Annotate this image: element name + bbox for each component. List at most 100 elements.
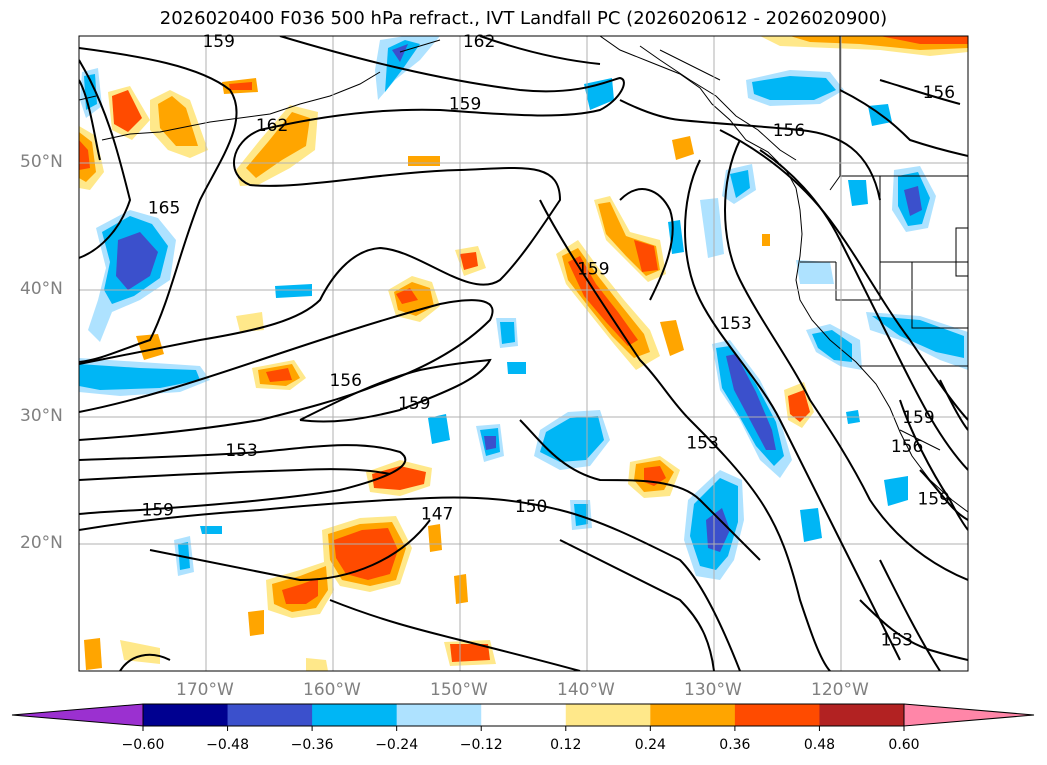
contour-label: 159 xyxy=(917,489,949,509)
colorbar-segment xyxy=(312,704,398,726)
anomaly-positive xyxy=(306,658,328,671)
anomaly-negative xyxy=(726,354,776,450)
contour-label: 162 xyxy=(256,116,288,136)
anomaly-negative xyxy=(507,362,526,374)
lat-label: 40°N xyxy=(20,279,63,299)
height-contours xyxy=(79,36,968,671)
colorbar-tick-label: −0.12 xyxy=(459,737,503,753)
colorbar xyxy=(11,703,1035,731)
lon-label: 140°W xyxy=(557,680,615,700)
colorbar-tick-label: 0.48 xyxy=(803,737,836,753)
contour-labels: 159 162 162 159 159 156 156 165 153 156 159 153 153 1… xyxy=(142,32,956,650)
anomaly-positive xyxy=(762,234,770,246)
anomaly-negative xyxy=(872,316,964,358)
anomaly-positive xyxy=(248,610,264,636)
contour-label: 153 xyxy=(686,433,718,453)
anomaly-negative xyxy=(812,330,852,362)
anomaly-negative xyxy=(752,76,836,100)
lon-label: 120°W xyxy=(811,680,869,700)
anomaly-positive xyxy=(428,524,442,552)
contour-label: 147 xyxy=(421,505,453,525)
lon-label: 150°W xyxy=(430,680,488,700)
anomaly-negative xyxy=(484,436,496,450)
contour-label: 150 xyxy=(515,497,547,517)
colorbar-outline xyxy=(142,703,905,727)
anomaly-positive xyxy=(880,36,968,44)
colorbar-tick-label: 0.60 xyxy=(888,737,920,753)
contour-label: 159 xyxy=(449,94,481,114)
anomaly-negative xyxy=(540,416,604,462)
colorbar-tick-label: −0.36 xyxy=(290,737,334,753)
anomaly-positive xyxy=(408,156,440,166)
anomaly-positive xyxy=(334,528,398,580)
contour-label: 153 xyxy=(225,441,257,461)
contour-label: 159 xyxy=(577,259,609,279)
colorbar-segment xyxy=(227,704,313,726)
anomaly-positive xyxy=(660,320,684,356)
contour-label: 165 xyxy=(148,198,180,218)
colorbar-tick-label: 0.24 xyxy=(634,737,666,753)
colorbar-segment xyxy=(565,704,651,726)
anomaly-positive xyxy=(236,312,264,332)
contour-label: 162 xyxy=(463,32,495,52)
lat-label: 50°N xyxy=(20,152,63,172)
map-frame xyxy=(78,35,969,672)
anomaly-positive xyxy=(84,638,102,670)
contour-label: 156 xyxy=(923,83,955,103)
colorbar-segment xyxy=(481,704,567,726)
contour-label: 156 xyxy=(891,437,923,457)
colorbar-tick-label: −0.60 xyxy=(121,737,165,753)
colorbar-segment xyxy=(734,704,820,726)
anomaly-positive xyxy=(120,640,160,664)
lon-label: 170°W xyxy=(176,680,234,700)
lat-label: 30°N xyxy=(20,406,63,426)
lat-label: 20°N xyxy=(20,533,63,553)
anomaly-positive xyxy=(672,136,694,160)
shaded-anomalies xyxy=(79,36,968,671)
anomaly-negative xyxy=(116,232,158,290)
contour-label: 159 xyxy=(902,408,934,428)
anomaly-negative xyxy=(884,476,908,506)
anomaly-positive xyxy=(246,112,310,178)
contour-label: 159 xyxy=(398,394,430,414)
colorbar-tick-label: 0.12 xyxy=(550,737,582,753)
anomaly-positive xyxy=(396,288,418,304)
anomaly-positive xyxy=(112,90,142,132)
colorbar-extend-high xyxy=(903,703,1035,727)
anomaly-negative xyxy=(392,44,408,62)
anomaly-positive xyxy=(229,82,252,90)
colorbar-segment xyxy=(396,704,482,726)
anomaly-positive xyxy=(372,466,426,490)
coastlines xyxy=(79,36,968,513)
contour-label: 153 xyxy=(719,314,751,334)
anomaly-negative xyxy=(275,284,312,298)
anomaly-negative xyxy=(796,260,834,284)
contour-label: 159 xyxy=(202,32,234,52)
lon-label: 160°W xyxy=(303,680,361,700)
anomaly-negative xyxy=(730,170,750,198)
contour-label: 159 xyxy=(142,501,174,521)
anomaly-negative xyxy=(706,508,730,552)
contour-label: 156 xyxy=(773,121,805,141)
lon-label: 130°W xyxy=(684,680,742,700)
contour-label: 156 xyxy=(329,371,361,391)
colorbar-segment xyxy=(819,704,905,726)
anomaly-negative xyxy=(700,198,724,258)
colorbar-extend-low xyxy=(11,703,144,727)
anomaly-positive xyxy=(266,368,292,382)
colorbar-tick-label: −0.24 xyxy=(375,737,419,753)
anomaly-negative xyxy=(200,526,222,534)
anomaly-positive xyxy=(788,390,810,422)
anomaly-negative xyxy=(904,186,922,216)
anomaly-positive xyxy=(460,252,478,270)
anomaly-negative xyxy=(385,40,420,92)
colorbar-segment xyxy=(650,704,736,726)
anomaly-positive xyxy=(454,574,468,604)
anomaly-negative xyxy=(500,322,515,344)
map-title: 2026020400 F036 500 hPa refract., IVT La… xyxy=(159,8,888,29)
anomaly-negative xyxy=(574,504,588,526)
anomaly-negative xyxy=(848,180,868,206)
anomaly-negative xyxy=(428,414,450,444)
anomaly-negative xyxy=(800,508,822,542)
